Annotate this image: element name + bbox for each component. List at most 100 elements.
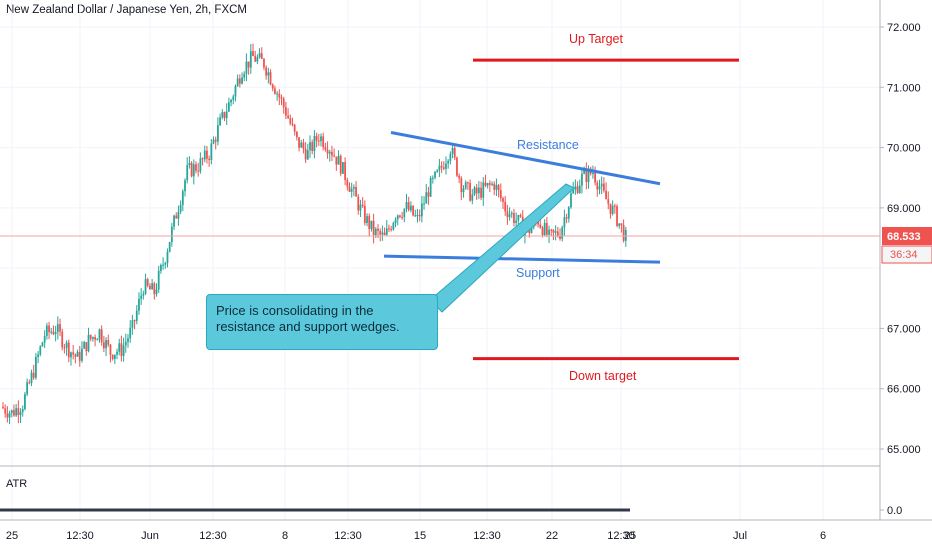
candle-body	[326, 149, 329, 154]
candle-body	[221, 112, 224, 118]
candle-body	[41, 342, 44, 347]
candle-body	[92, 337, 94, 339]
time-tick-label: 15	[414, 530, 426, 542]
candle-body	[346, 179, 349, 187]
candle-body	[118, 343, 121, 352]
candle-body	[127, 338, 129, 342]
candle-body	[449, 153, 452, 161]
time-tick-label: 6	[820, 530, 826, 542]
candle-body	[245, 61, 248, 74]
candle-body	[120, 343, 123, 356]
candle-body	[48, 325, 50, 333]
candle-body	[513, 213, 515, 224]
candle-body	[271, 84, 274, 89]
candle-body	[291, 123, 294, 125]
candle-body	[377, 228, 379, 231]
candle-body	[484, 182, 487, 186]
candle-body	[223, 112, 226, 119]
chart-title: New Zealand Dollar / Japanese Yen, 2h, F…	[6, 4, 247, 16]
candle-body	[144, 279, 147, 294]
candle-body	[13, 410, 15, 416]
candle-body	[453, 148, 456, 158]
candle-body	[475, 187, 478, 194]
candle-body	[287, 115, 289, 119]
candle-body	[230, 99, 232, 103]
candle-body	[394, 219, 397, 224]
candle-body	[508, 214, 511, 218]
candle-body	[109, 344, 112, 355]
candle-body	[30, 372, 33, 384]
candle-body	[52, 331, 55, 335]
candle-body	[63, 347, 66, 349]
candle-body	[94, 337, 97, 340]
candle-body	[486, 183, 489, 186]
candle-body	[107, 340, 110, 345]
candle-body	[32, 372, 35, 378]
candle-body	[396, 215, 399, 220]
candle-body	[554, 231, 557, 233]
candle-body	[50, 331, 53, 333]
candle-body	[138, 298, 140, 311]
candle-body	[499, 190, 502, 199]
candle-body	[320, 136, 322, 142]
candle-body	[418, 215, 421, 217]
candle-body	[385, 228, 388, 235]
candle-body	[583, 170, 586, 174]
candle-body	[6, 413, 9, 418]
candle-body	[289, 118, 292, 124]
candle-body	[295, 131, 298, 138]
time-tick-label: 22	[546, 530, 558, 542]
candle-body	[173, 215, 175, 227]
candle-body	[89, 334, 92, 339]
candle-body	[317, 140, 320, 142]
last-price-text: 68.533	[887, 231, 921, 243]
atr-label: ATR	[6, 478, 28, 490]
candle-body	[76, 351, 79, 357]
candle-body	[34, 356, 37, 378]
candle-body	[70, 352, 72, 358]
candle-body	[570, 193, 572, 208]
candle-body	[337, 155, 340, 165]
candle-body	[420, 203, 423, 217]
candle-body	[98, 329, 101, 340]
candle-body	[116, 351, 118, 355]
candle-body	[581, 173, 583, 186]
candle-body	[456, 157, 458, 176]
time-tick-label: Jul	[733, 530, 747, 542]
candle-body	[493, 183, 496, 190]
candle-body	[374, 228, 377, 236]
candle-body	[252, 51, 254, 56]
candle-body	[368, 216, 371, 229]
candle-body	[530, 227, 533, 234]
candle-body	[43, 335, 46, 343]
candle-body	[21, 409, 24, 412]
candle-body	[142, 293, 145, 296]
candle-body	[412, 205, 414, 216]
candle-body	[85, 342, 88, 352]
candle-body	[232, 96, 235, 100]
candle-body	[578, 185, 581, 193]
candle-body	[594, 172, 597, 183]
time-tick-label: 8	[282, 530, 288, 542]
candle-body	[451, 148, 454, 154]
candle-body	[370, 220, 373, 229]
candle-body	[280, 97, 283, 99]
candle-body	[352, 187, 355, 189]
candle-body	[129, 327, 132, 339]
candle-body	[596, 182, 599, 190]
annotation-layer	[0, 58, 880, 512]
candle-body	[217, 125, 219, 142]
candle-body	[208, 158, 211, 160]
candle-body	[519, 215, 522, 217]
annotation-note[interactable]: Price is consolidating in the resistance…	[206, 294, 438, 350]
candle-body	[175, 215, 178, 219]
candle-body	[234, 86, 237, 97]
candle-body	[572, 189, 575, 194]
candle-body	[140, 295, 143, 299]
candle-body	[61, 331, 64, 348]
candle-body	[585, 170, 588, 183]
candle-body	[390, 228, 393, 230]
candle-body	[105, 340, 107, 349]
